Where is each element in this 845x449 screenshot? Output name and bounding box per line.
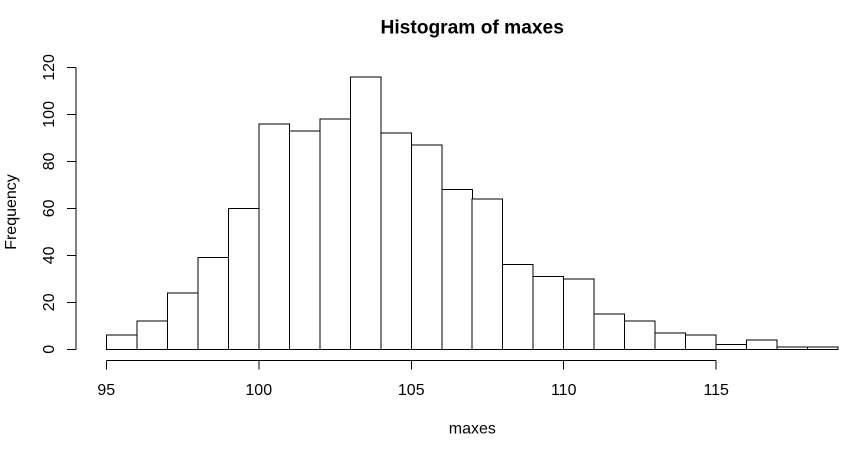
- svg-text:Frequency: Frequency: [3, 174, 20, 250]
- svg-text:115: 115: [703, 382, 729, 399]
- svg-text:40: 40: [41, 246, 58, 264]
- svg-text:0: 0: [41, 345, 58, 354]
- svg-text:120: 120: [41, 54, 58, 81]
- svg-text:95: 95: [97, 382, 115, 399]
- svg-text:maxes: maxes: [449, 420, 496, 437]
- svg-text:110: 110: [551, 382, 577, 399]
- svg-text:80: 80: [41, 152, 58, 170]
- svg-text:100: 100: [41, 101, 58, 128]
- svg-text:100: 100: [245, 382, 272, 399]
- svg-text:105: 105: [398, 382, 425, 399]
- svg-text:Histogram of maxes: Histogram of maxes: [380, 18, 563, 39]
- svg-text:20: 20: [41, 293, 58, 311]
- svg-text:60: 60: [41, 199, 58, 217]
